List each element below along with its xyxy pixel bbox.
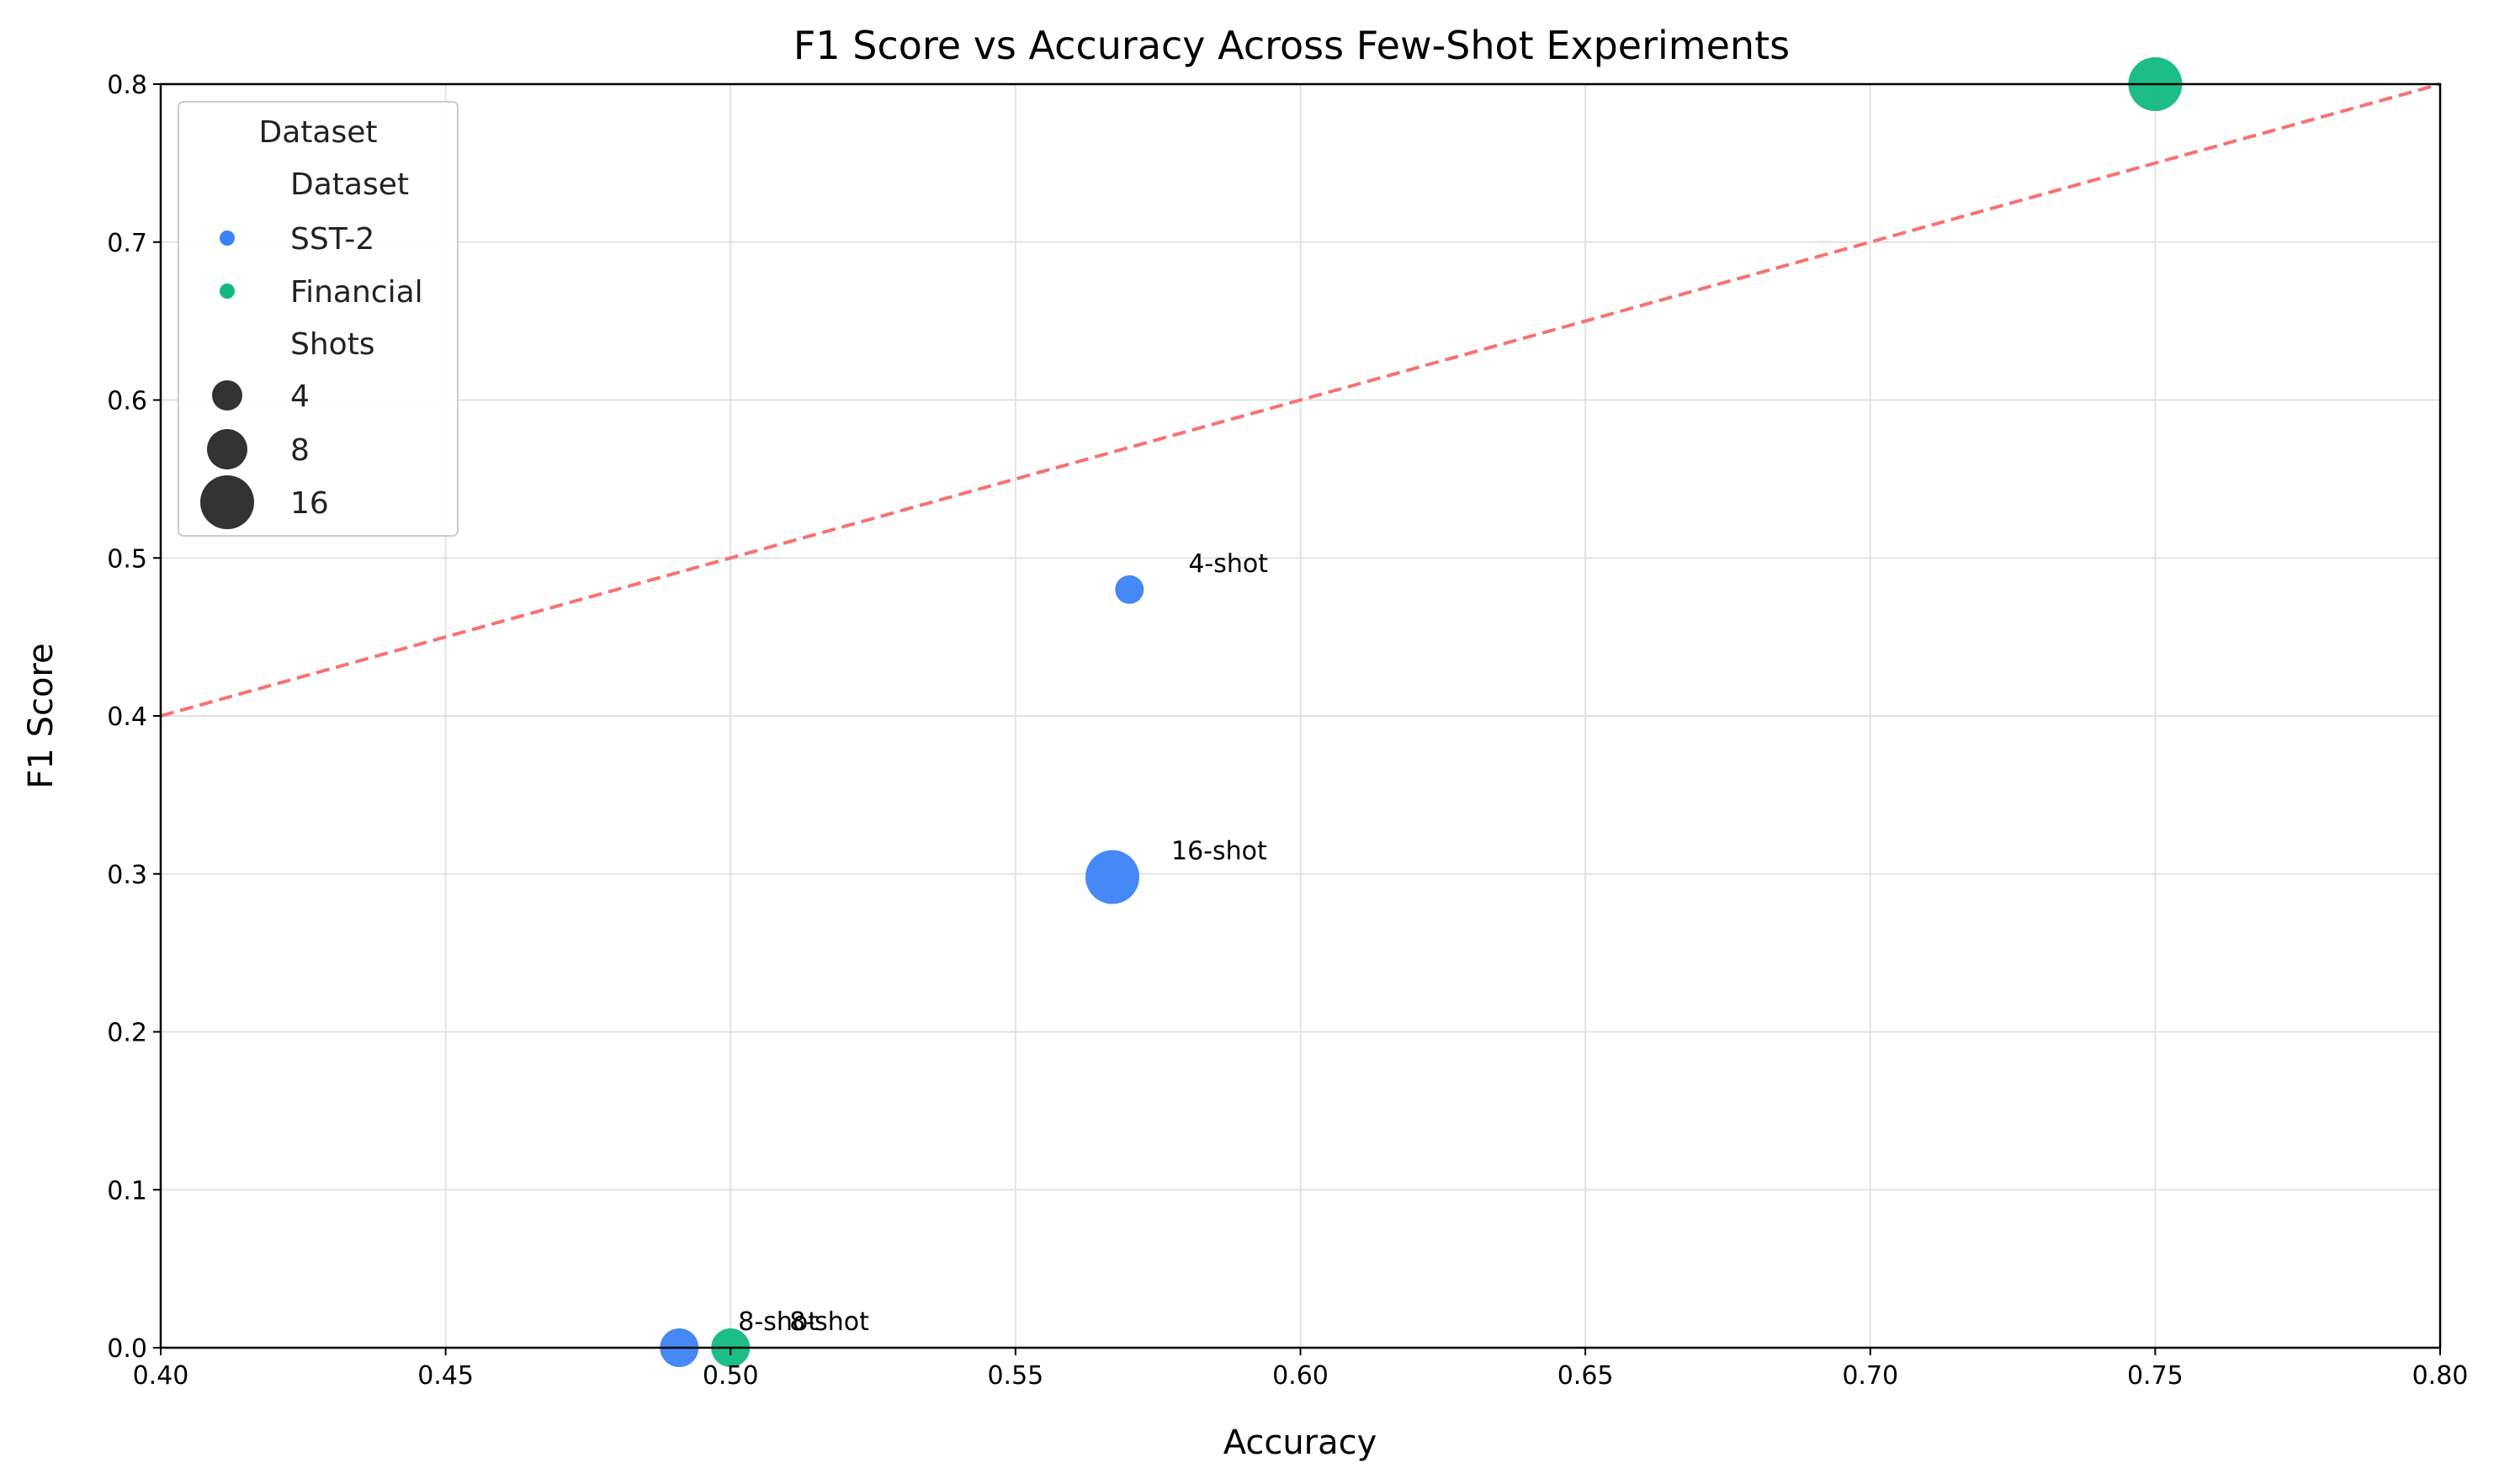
x-tick-label: 0.50 bbox=[703, 1361, 759, 1391]
x-tick-label: 0.60 bbox=[1272, 1361, 1329, 1391]
y-tick-label: 0.5 bbox=[107, 544, 147, 574]
x-tick-label: 0.70 bbox=[1842, 1361, 1898, 1391]
legend-size-label-4: 4 bbox=[290, 379, 310, 414]
legend-marker-sst2 bbox=[220, 231, 235, 246]
y-tick-label: 0.0 bbox=[107, 1334, 147, 1364]
legend-size-label-8: 8 bbox=[290, 433, 310, 468]
point-label: 8-shot bbox=[738, 1307, 818, 1337]
y-tick-label: 0.4 bbox=[107, 702, 147, 732]
legend-hue-title: Dataset bbox=[290, 167, 409, 202]
legend-label-financial: Financial bbox=[290, 275, 423, 310]
data-points bbox=[660, 57, 2183, 1367]
x-tick-label: 0.75 bbox=[2127, 1361, 2184, 1391]
point-label: 8-shot bbox=[789, 1307, 869, 1337]
y-tick-label: 0.8 bbox=[107, 71, 147, 100]
y-tick-label: 0.3 bbox=[107, 861, 147, 890]
point-label: 16-shot bbox=[1171, 837, 1267, 867]
chart-title: F1 Score vs Accuracy Across Few-Shot Exp… bbox=[793, 23, 1790, 68]
legend-size-marker-16 bbox=[200, 475, 254, 529]
y-axis-ticks: 0.0 0.1 0.2 0.3 0.4 0.5 0.6 0.7 0.8 bbox=[107, 71, 161, 1364]
y-tick-label: 0.7 bbox=[107, 229, 147, 258]
x-axis-title: Accuracy bbox=[1223, 1423, 1377, 1462]
legend-label-sst2: SST-2 bbox=[290, 222, 374, 257]
x-tick-label: 0.40 bbox=[133, 1361, 189, 1391]
y-tick-label: 0.6 bbox=[107, 387, 147, 416]
legend-box bbox=[178, 101, 459, 537]
legend: Dataset Dataset SST-2 Financial Shots 4 … bbox=[178, 101, 459, 537]
reference-line-layer bbox=[160, 82, 2441, 718]
x-tick-label: 0.45 bbox=[417, 1361, 474, 1391]
y-tick-label: 0.1 bbox=[107, 1176, 147, 1206]
x-tick-label: 0.65 bbox=[1557, 1361, 1614, 1391]
data-point-sst2 bbox=[1085, 850, 1140, 904]
legend-title: Dataset bbox=[259, 115, 378, 150]
x-axis-ticks: 0.40 0.45 0.50 0.55 0.60 0.65 0.70 0.75 0.80 bbox=[133, 1348, 2469, 1391]
legend-size-title: Shots bbox=[290, 327, 375, 362]
reference-line bbox=[160, 82, 2441, 718]
x-tick-label: 0.80 bbox=[2412, 1361, 2469, 1391]
x-tick-label: 0.55 bbox=[987, 1361, 1043, 1391]
y-axis-title: F1 Score bbox=[22, 643, 61, 788]
legend-marker-financial bbox=[220, 284, 235, 299]
y-tick-label: 0.2 bbox=[107, 1019, 147, 1048]
data-point-sst2 bbox=[1115, 575, 1144, 604]
legend-size-marker-4 bbox=[212, 380, 242, 411]
legend-size-label-16: 16 bbox=[290, 486, 329, 521]
point-label: 4-shot bbox=[1188, 549, 1268, 579]
legend-size-marker-8 bbox=[207, 429, 247, 469]
grid-lines bbox=[160, 83, 2441, 1349]
